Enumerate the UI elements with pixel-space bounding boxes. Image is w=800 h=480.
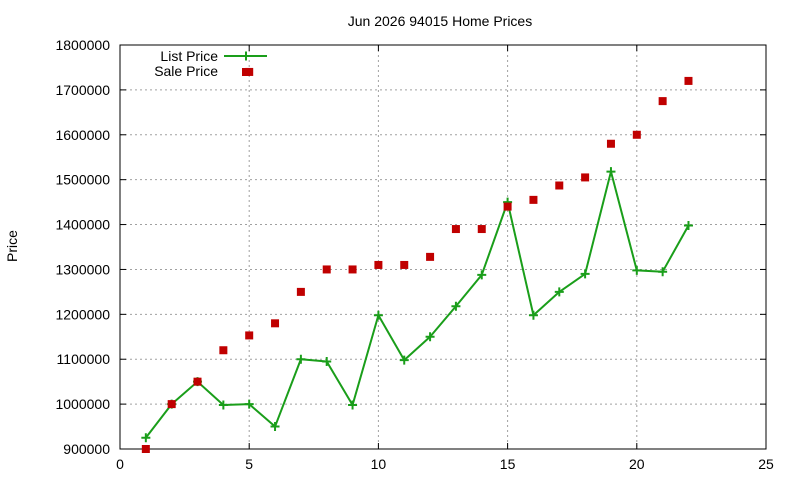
- data-point-square: [658, 97, 667, 106]
- data-point-plus: [606, 167, 616, 177]
- data-point-plus: [244, 399, 254, 409]
- y-tick-label: 1200000: [55, 306, 110, 322]
- data-point-square: [555, 181, 564, 190]
- chart-title: Jun 2026 94015 Home Prices: [348, 13, 532, 29]
- data-point-plus: [451, 301, 461, 311]
- data-point-square: [271, 319, 280, 328]
- data-point-square: [451, 225, 460, 234]
- series-layer: [141, 67, 693, 453]
- legend-label-list-price: List Price: [160, 48, 218, 64]
- y-tick-label: 1500000: [55, 172, 110, 188]
- legend-marker-list-price: [241, 51, 251, 61]
- legend-label-sale-price: Sale Price: [154, 63, 218, 79]
- data-point-square: [503, 202, 512, 211]
- data-point-square: [400, 260, 409, 269]
- data-point-plus: [348, 400, 358, 410]
- data-point-square: [374, 260, 383, 269]
- x-tick-label: 15: [500, 456, 516, 472]
- series-line: [145, 170, 690, 439]
- data-point-square: [245, 331, 254, 340]
- data-point-plus: [296, 354, 306, 364]
- data-point-square: [477, 225, 486, 234]
- data-point-square: [296, 287, 305, 296]
- data-point-plus: [373, 310, 383, 320]
- x-tick-label: 5: [245, 456, 253, 472]
- data-point-square: [632, 130, 641, 139]
- y-tick-label: 1400000: [55, 217, 110, 233]
- x-tick-label: 0: [116, 456, 124, 472]
- data-point-square: [606, 139, 615, 148]
- y-tick-label: 1300000: [55, 261, 110, 277]
- y-tick-label: 1100000: [57, 351, 111, 367]
- data-point-plus: [141, 433, 151, 443]
- series-sale-price: [141, 67, 693, 453]
- series-list-price: [141, 167, 693, 443]
- data-point-plus: [528, 310, 538, 320]
- legend: List Price Sale Price: [154, 48, 267, 79]
- data-point-plus: [683, 220, 693, 230]
- data-point-plus: [477, 270, 487, 280]
- data-point-plus: [658, 267, 668, 277]
- y-axis-label: Price: [4, 230, 20, 262]
- data-point-plus: [580, 269, 590, 279]
- data-point-square: [167, 400, 176, 409]
- y-tick-label: 1600000: [55, 127, 110, 143]
- y-tick-label: 1000000: [55, 396, 110, 412]
- data-point-plus: [399, 355, 409, 365]
- data-point-plus: [425, 332, 435, 342]
- axis-ticks: 0 5 10 15 20 25 900000 1000000 1100000 1200000 130…: [55, 37, 774, 472]
- data-point-square: [426, 252, 435, 261]
- x-tick-label: 25: [758, 456, 774, 472]
- data-point-square: [684, 76, 693, 85]
- data-point-square: [322, 265, 331, 274]
- legend-marker-sale-price: [242, 68, 250, 76]
- y-tick-label: 1700000: [55, 82, 110, 98]
- data-point-square: [529, 195, 538, 204]
- data-point-square: [219, 346, 228, 355]
- data-point-plus: [270, 422, 280, 432]
- data-point-plus: [218, 400, 228, 410]
- grid: [120, 45, 766, 449]
- data-point-square: [141, 445, 150, 453]
- y-tick-label: 1800000: [55, 37, 110, 53]
- x-tick-label: 20: [629, 456, 645, 472]
- data-point-square: [348, 265, 357, 274]
- y-tick-label: 900000: [63, 441, 110, 457]
- data-point-square: [193, 377, 202, 386]
- data-point-plus: [632, 265, 642, 275]
- x-tick-label: 10: [371, 456, 387, 472]
- data-point-square: [581, 173, 590, 182]
- plot-frame: [119, 44, 767, 450]
- data-point-plus: [322, 356, 332, 366]
- data-point-plus: [554, 287, 564, 297]
